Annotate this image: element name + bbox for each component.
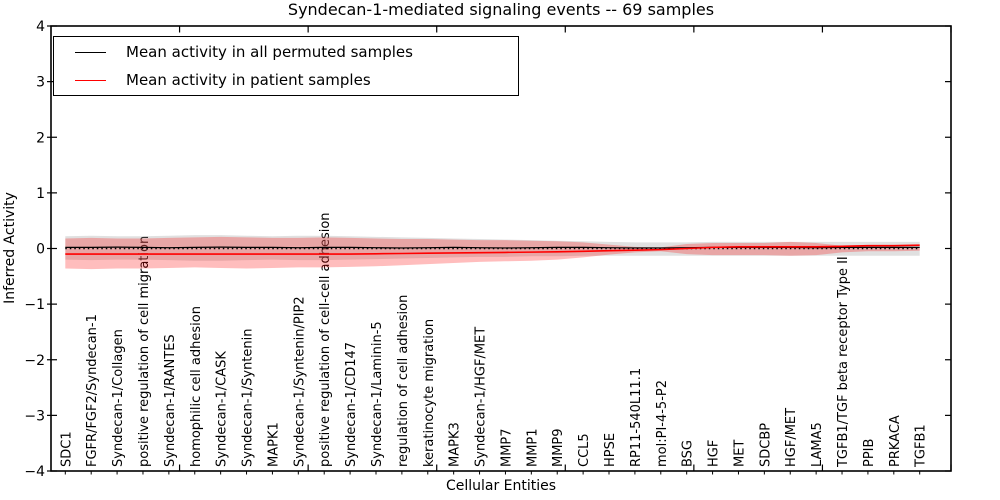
- x-category-label: Syndecan-1/Laminin-5: [370, 321, 385, 467]
- x-category-label: homophilic cell adhesion: [189, 306, 204, 467]
- y-tick-label: −1: [24, 297, 45, 313]
- legend-item-permuted: Mean activity in all permuted samples: [54, 39, 518, 65]
- x-category-label: mol:PI-4-5-P2: [655, 380, 670, 467]
- x-category-label: PRKACA: [888, 415, 903, 467]
- x-category-label: Syndecan-1/CD147: [344, 342, 359, 467]
- y-tick-label: 3: [36, 75, 45, 91]
- axis-ticks: [47, 25, 952, 475]
- x-category-label: SDC1: [59, 431, 74, 467]
- y-axis-label: Inferred Activity: [2, 192, 18, 304]
- x-category-label: keratinocyte migration: [422, 319, 437, 467]
- x-category-label: HGF: [707, 440, 722, 467]
- x-category-labels: SDC1 FGFR/FGF2/Syndecan-1 Syndecan-1/Colla…: [59, 212, 928, 468]
- y-tick-label: 1: [36, 186, 45, 202]
- x-category-label: TGFB1: [914, 424, 929, 468]
- x-category-label: HGF/MET: [784, 408, 799, 467]
- y-tick-label: −3: [24, 408, 45, 424]
- x-category-label: MMP9: [551, 428, 566, 467]
- x-category-label: SDCBP: [758, 423, 773, 467]
- mean-lines: [65, 244, 920, 255]
- legend-label-permuted: Mean activity in all permuted samples: [126, 43, 413, 61]
- x-category-label: Syndecan-1/CASK: [215, 351, 230, 467]
- x-category-label: Syndecan-1/Syntenin/PIP2: [292, 296, 307, 467]
- x-category-label: positive regulation of cell migration: [137, 236, 152, 467]
- x-category-label: CCL5: [577, 433, 592, 467]
- x-category-label: LAMA5: [810, 422, 825, 467]
- legend-line-permuted-icon: [75, 51, 106, 53]
- x-category-label: BSG: [681, 440, 696, 467]
- y-tick-label: 2: [36, 130, 45, 146]
- x-category-label: MMP1: [525, 428, 540, 467]
- x-category-label: regulation of cell adhesion: [396, 295, 411, 467]
- x-axis-label: Cellular Entities: [446, 478, 556, 494]
- y-tick-label: −4: [24, 464, 45, 480]
- x-category-label: Syndecan-1/RANTES: [163, 334, 178, 467]
- x-category-label: FGFR/FGF2/Syndecan-1: [85, 314, 100, 467]
- y-tick-labels: 4 3 2 1 0 −1 −2 −3 −4: [24, 19, 45, 480]
- y-tick-label: 0: [36, 242, 45, 258]
- x-category-label: positive regulation of cell-cell adhesio…: [318, 212, 333, 467]
- x-category-label: Syndecan-1/Syntenin: [241, 329, 256, 468]
- x-category-label: MET: [732, 440, 747, 467]
- x-category-label: RP11-540L11.1: [629, 368, 644, 467]
- y-tick-label: −2: [24, 353, 45, 369]
- legend-line-patient-icon: [75, 79, 106, 81]
- x-category-label: Syndecan-1/HGF/MET: [474, 327, 489, 467]
- x-category-label: MMP7: [499, 428, 514, 467]
- x-category-label: TGFB1/TGF beta receptor Type II: [836, 256, 851, 468]
- patient-mean-line: [65, 244, 920, 255]
- legend: Mean activity in all permuted samples Me…: [53, 36, 519, 96]
- x-category-label: Syndecan-1/Collagen: [111, 329, 126, 467]
- chart-title: Syndecan-1-mediated signaling events -- …: [288, 0, 714, 19]
- legend-item-patient: Mean activity in patient samples: [54, 67, 518, 93]
- x-category-label: MAPK3: [448, 422, 463, 467]
- x-category-label: PPIB: [862, 439, 877, 467]
- x-category-label: MAPK1: [266, 422, 281, 467]
- legend-label-patient: Mean activity in patient samples: [126, 71, 371, 89]
- x-category-label: HPSE: [603, 433, 618, 467]
- y-tick-label: 4: [36, 19, 45, 35]
